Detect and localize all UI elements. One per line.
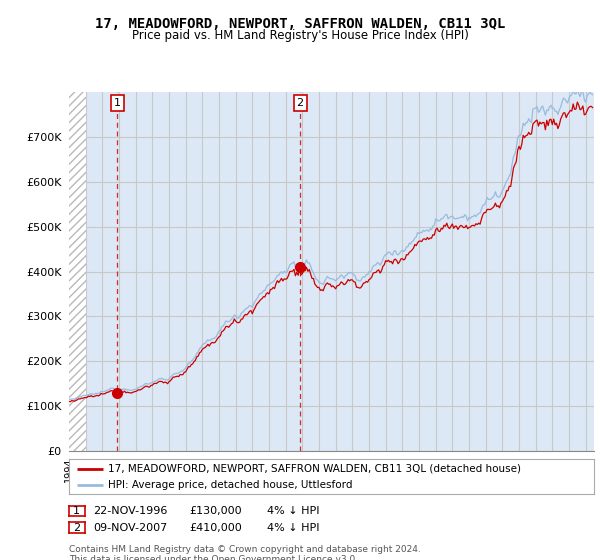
Text: 22-NOV-1996: 22-NOV-1996 <box>93 506 167 516</box>
Text: 17, MEADOWFORD, NEWPORT, SAFFRON WALDEN, CB11 3QL: 17, MEADOWFORD, NEWPORT, SAFFRON WALDEN,… <box>95 17 505 31</box>
Text: 1: 1 <box>114 98 121 108</box>
Text: £130,000: £130,000 <box>189 506 242 516</box>
Text: 4% ↓ HPI: 4% ↓ HPI <box>267 523 320 533</box>
Text: HPI: Average price, detached house, Uttlesford: HPI: Average price, detached house, Uttl… <box>109 479 353 489</box>
Text: £410,000: £410,000 <box>189 523 242 533</box>
Text: Contains HM Land Registry data © Crown copyright and database right 2024.
This d: Contains HM Land Registry data © Crown c… <box>69 545 421 560</box>
Text: 09-NOV-2007: 09-NOV-2007 <box>93 523 167 533</box>
Text: Price paid vs. HM Land Registry's House Price Index (HPI): Price paid vs. HM Land Registry's House … <box>131 29 469 42</box>
Text: 1: 1 <box>73 506 80 516</box>
Text: 2: 2 <box>296 98 304 108</box>
Text: 2: 2 <box>73 523 80 533</box>
Text: 4% ↓ HPI: 4% ↓ HPI <box>267 506 320 516</box>
Text: 17, MEADOWFORD, NEWPORT, SAFFRON WALDEN, CB11 3QL (detached house): 17, MEADOWFORD, NEWPORT, SAFFRON WALDEN,… <box>109 464 521 474</box>
